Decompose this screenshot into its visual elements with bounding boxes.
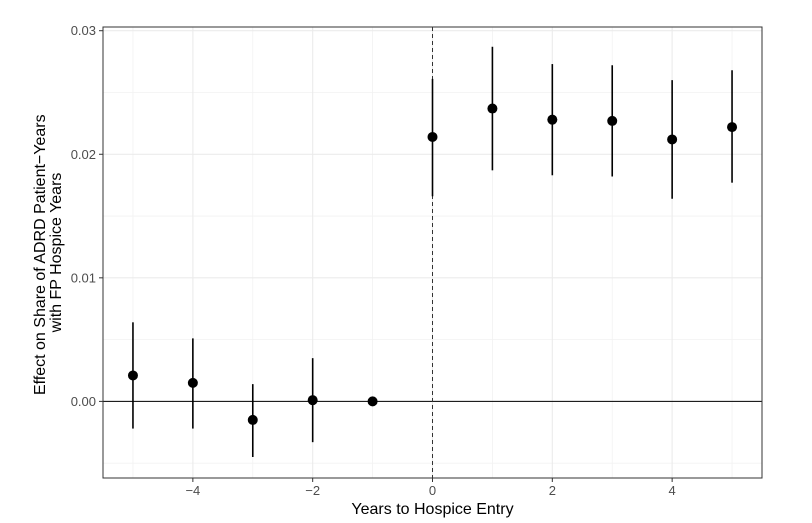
y-axis-title-line-1: Effect on Share of ADRD Patient−Years — [32, 114, 49, 395]
point-estimate — [607, 115, 618, 126]
point-estimate — [427, 131, 438, 142]
y-tick-label: 0.00 — [71, 394, 96, 409]
x-tick-label: −4 — [185, 483, 200, 498]
point-estimate — [727, 122, 738, 133]
y-tick-label: 0.01 — [71, 270, 96, 285]
reference-lines — [103, 27, 762, 478]
point-estimate — [187, 377, 198, 388]
x-axis: −4 −2 0 2 4 — [185, 478, 676, 498]
y-axis: 0.00 0.01 0.02 0.03 — [71, 23, 103, 409]
x-tick-label: 4 — [669, 483, 676, 498]
point-estimate — [247, 414, 258, 425]
x-tick-label: 2 — [549, 483, 556, 498]
point-estimates — [127, 103, 738, 425]
y-tick-label: 0.03 — [71, 23, 96, 38]
point-estimate — [667, 134, 678, 145]
x-tick-label: 0 — [429, 483, 436, 498]
point-estimate — [547, 114, 558, 125]
point-estimate — [307, 395, 318, 406]
point-estimate — [127, 370, 138, 381]
point-estimate — [367, 396, 378, 407]
y-axis-title-line-2: with FP Hospice Years — [48, 173, 65, 334]
point-estimate — [487, 103, 498, 114]
x-tick-label: −2 — [305, 483, 320, 498]
x-axis-title: Years to Hospice Entry — [351, 501, 513, 518]
y-tick-label: 0.02 — [71, 147, 96, 162]
y-axis-title: Effect on Share of ADRD Patient−Years wi… — [32, 110, 65, 395]
